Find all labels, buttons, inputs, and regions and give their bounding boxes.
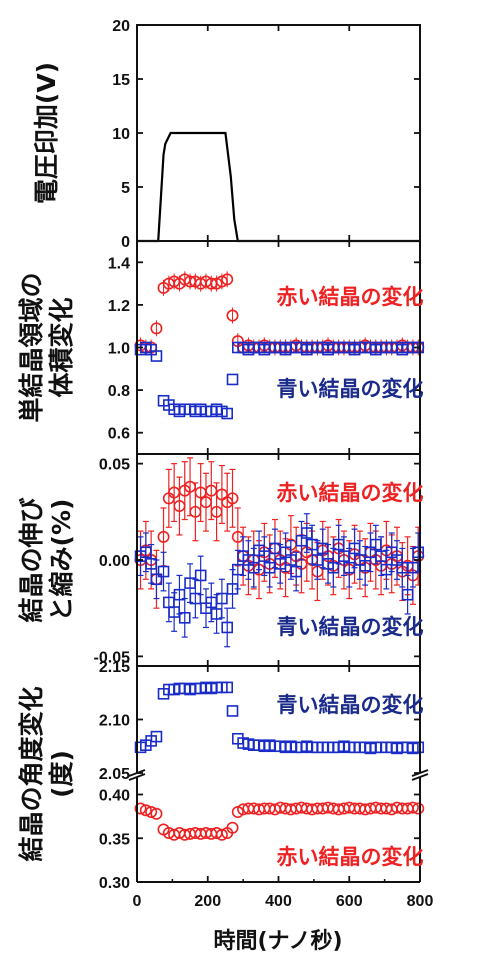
x-tick-label: 400 xyxy=(265,893,292,910)
y-axis-label: 結晶の伸び xyxy=(17,497,46,622)
y-tick-label: 20 xyxy=(112,18,130,35)
frame-layer xyxy=(128,24,429,883)
blue-point xyxy=(290,565,302,578)
blue-point xyxy=(412,546,425,559)
x-tick-label: 0 xyxy=(133,893,142,910)
text-layer: 0 5 10 15 20 電圧印加(V) 0.6 0.8 1.0 1.2 1.4 赤い結晶の変化青い結… xyxy=(17,18,433,954)
blue-point xyxy=(226,373,239,386)
blue-point xyxy=(226,705,239,717)
y-axis-label: 電圧印加(V) xyxy=(32,62,61,204)
y-tick-label: -0.05 xyxy=(94,649,131,666)
red-crystal-annotation: 赤い結晶の変化 xyxy=(277,285,424,309)
y-tick-label: 1.0 xyxy=(108,341,130,358)
red-crystal-annotation: 赤い結晶の変化 xyxy=(277,481,424,505)
y-tick-label: 2.15 xyxy=(99,659,130,676)
y-tick-label: 0.00 xyxy=(99,553,130,570)
blue-point xyxy=(216,592,228,605)
y-axis-label: 体積変化 xyxy=(47,297,76,397)
red-point xyxy=(215,828,228,841)
axis-break-mark xyxy=(411,773,429,781)
red-crystal-annotation: 赤い結晶の変化 xyxy=(277,845,424,869)
blue-point xyxy=(150,573,163,586)
voltage-line xyxy=(137,131,420,243)
y-tick-label: 0.35 xyxy=(99,831,130,848)
red-point xyxy=(226,309,239,322)
y-tick-label: 10 xyxy=(112,126,130,143)
blue-point xyxy=(327,561,340,574)
red-point xyxy=(145,805,158,818)
blue-point xyxy=(221,621,234,634)
y-tick-label: 1.4 xyxy=(108,255,130,272)
y-axis-label: 単結晶領域の xyxy=(17,272,46,422)
y-tick-label: 0.05 xyxy=(99,457,130,474)
blue-point xyxy=(157,565,170,578)
red-point xyxy=(226,821,239,834)
red-point xyxy=(226,492,239,505)
blue-point xyxy=(150,730,163,743)
blue-point xyxy=(194,569,207,582)
axis-break-mark xyxy=(128,773,146,781)
x-tick-label: 200 xyxy=(194,893,221,910)
y-tick-label: 0 xyxy=(121,234,130,251)
red-point xyxy=(406,801,419,814)
y-tick-label: 0.30 xyxy=(99,875,130,892)
red-point xyxy=(412,802,425,815)
red-point xyxy=(221,273,234,286)
blue-point xyxy=(189,592,202,605)
blue-point xyxy=(221,681,234,694)
plot-layer xyxy=(134,131,425,841)
y-axis-label: と縮み(%) xyxy=(47,499,76,622)
blue-crystal-annotation: 青い結晶の変化 xyxy=(277,615,424,639)
y-tick-label: 2.05 xyxy=(99,766,130,783)
blue-point xyxy=(173,588,186,601)
blue-point xyxy=(401,588,414,601)
blue-crystal-annotation: 青い結晶の変化 xyxy=(277,693,424,717)
y-tick-label: 5 xyxy=(121,180,130,197)
y-tick-label: 1.2 xyxy=(108,298,130,315)
x-tick-label: 600 xyxy=(336,893,363,910)
x-axis-label: 時間(ナノ秒) xyxy=(213,929,342,954)
red-point xyxy=(150,807,163,820)
blue-point xyxy=(221,407,234,420)
blue-point xyxy=(178,612,191,624)
y-tick-label: 2.10 xyxy=(99,713,130,730)
blue-point xyxy=(150,350,163,362)
blue-crystal-annotation: 青い結晶の変化 xyxy=(277,377,424,401)
y-tick-label: 0.8 xyxy=(108,383,130,400)
red-point xyxy=(150,322,163,335)
red-point xyxy=(157,530,170,543)
red-point xyxy=(134,802,147,815)
y-axis-label: (度) xyxy=(47,750,76,798)
y-tick-label: 0.6 xyxy=(108,426,130,443)
y-axis-label: 結晶の角度変化 xyxy=(17,686,46,861)
y-tick-label: 15 xyxy=(112,72,130,89)
x-tick-label: 800 xyxy=(407,893,434,910)
red-point xyxy=(139,804,152,817)
blue-point xyxy=(412,341,425,354)
volume-panel-frame xyxy=(136,240,421,455)
y-tick-label: 0.40 xyxy=(99,788,130,805)
blue-point xyxy=(412,741,425,754)
